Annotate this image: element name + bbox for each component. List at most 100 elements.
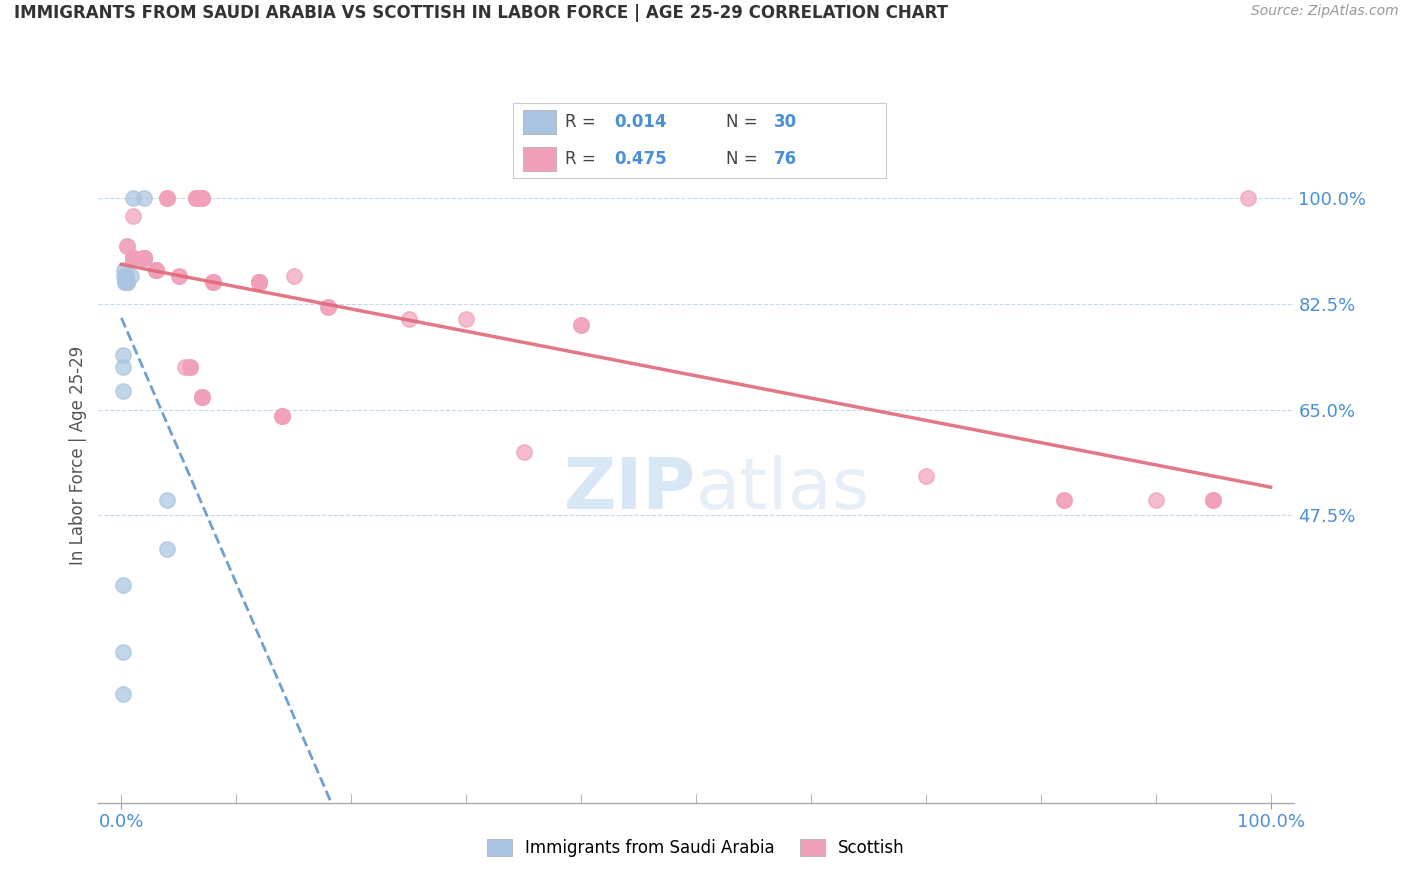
Text: ZIP: ZIP (564, 455, 696, 524)
Point (134, 252, 156, 266)
Point (112, 269, 135, 284)
Point (134, 252, 156, 266)
Point (179, 360, 201, 375)
Point (122, 252, 145, 266)
Point (145, 263, 167, 277)
Point (115, 269, 138, 284)
Point (191, 391, 214, 405)
Point (134, 252, 156, 266)
Point (134, 252, 156, 266)
Point (115, 269, 138, 284)
Point (191, 191, 214, 205)
Point (202, 276, 225, 290)
Point (191, 391, 214, 405)
Point (156, 191, 179, 205)
Point (1236, 191, 1258, 205)
Point (122, 252, 145, 266)
Point (247, 276, 270, 290)
Text: Source: ZipAtlas.com: Source: ZipAtlas.com (1251, 4, 1399, 19)
Point (247, 276, 270, 290)
Point (134, 252, 156, 266)
FancyBboxPatch shape (523, 146, 555, 171)
Point (115, 269, 138, 284)
Point (202, 276, 225, 290)
Point (122, 252, 145, 266)
Point (122, 252, 145, 266)
Text: R =: R = (565, 113, 602, 131)
Point (115, 269, 138, 284)
Point (122, 252, 145, 266)
Point (134, 252, 156, 266)
Point (122, 191, 145, 205)
Point (122, 252, 145, 266)
Point (156, 493, 179, 508)
Text: 76: 76 (773, 150, 797, 168)
Point (115, 269, 138, 284)
Point (191, 191, 214, 205)
Text: 30: 30 (773, 113, 797, 131)
Point (134, 252, 156, 266)
Point (111, 644, 134, 658)
Text: IMMIGRANTS FROM SAUDI ARABIA VS SCOTTISH IN LABOR FORCE | AGE 25-29 CORRELATION : IMMIGRANTS FROM SAUDI ARABIA VS SCOTTISH… (14, 4, 948, 22)
Point (134, 252, 156, 266)
Point (115, 276, 138, 290)
Point (1053, 493, 1076, 508)
Point (1202, 493, 1225, 508)
Point (202, 276, 225, 290)
Point (111, 348, 134, 362)
Text: atlas: atlas (696, 455, 870, 524)
Point (156, 191, 179, 205)
Point (120, 269, 142, 284)
Point (145, 263, 167, 277)
Point (456, 311, 478, 326)
Point (115, 276, 138, 290)
Point (145, 263, 167, 277)
Point (271, 409, 294, 423)
Text: 0.475: 0.475 (614, 150, 666, 168)
Point (114, 276, 136, 290)
Point (271, 409, 294, 423)
Point (156, 541, 179, 556)
Point (184, 191, 207, 205)
Point (114, 276, 136, 290)
Point (115, 276, 138, 290)
Point (115, 276, 138, 290)
Point (1202, 493, 1225, 508)
Point (569, 318, 592, 332)
Point (134, 252, 156, 266)
Point (179, 360, 201, 375)
Point (1202, 493, 1225, 508)
Point (156, 191, 179, 205)
Point (115, 269, 138, 284)
FancyBboxPatch shape (523, 111, 555, 135)
Point (134, 252, 156, 266)
Point (122, 252, 145, 266)
Point (283, 269, 305, 284)
Point (247, 276, 270, 290)
Point (191, 391, 214, 405)
Point (316, 300, 339, 314)
Point (115, 269, 138, 284)
Point (184, 191, 207, 205)
Point (398, 311, 420, 326)
Text: N =: N = (725, 150, 762, 168)
Point (134, 191, 156, 205)
Point (184, 191, 207, 205)
Point (167, 269, 190, 284)
Text: N =: N = (725, 113, 762, 131)
Point (173, 360, 195, 375)
Point (111, 360, 134, 375)
Point (271, 409, 294, 423)
Point (202, 276, 225, 290)
Point (184, 191, 207, 205)
Point (122, 252, 145, 266)
Point (114, 276, 136, 290)
Point (167, 269, 190, 284)
Point (1144, 493, 1167, 508)
Point (115, 269, 138, 284)
Point (134, 252, 156, 266)
Point (247, 276, 270, 290)
Y-axis label: In Labor Force | Age 25-29: In Labor Force | Age 25-29 (69, 345, 87, 565)
Point (115, 276, 138, 290)
Point (115, 239, 138, 253)
